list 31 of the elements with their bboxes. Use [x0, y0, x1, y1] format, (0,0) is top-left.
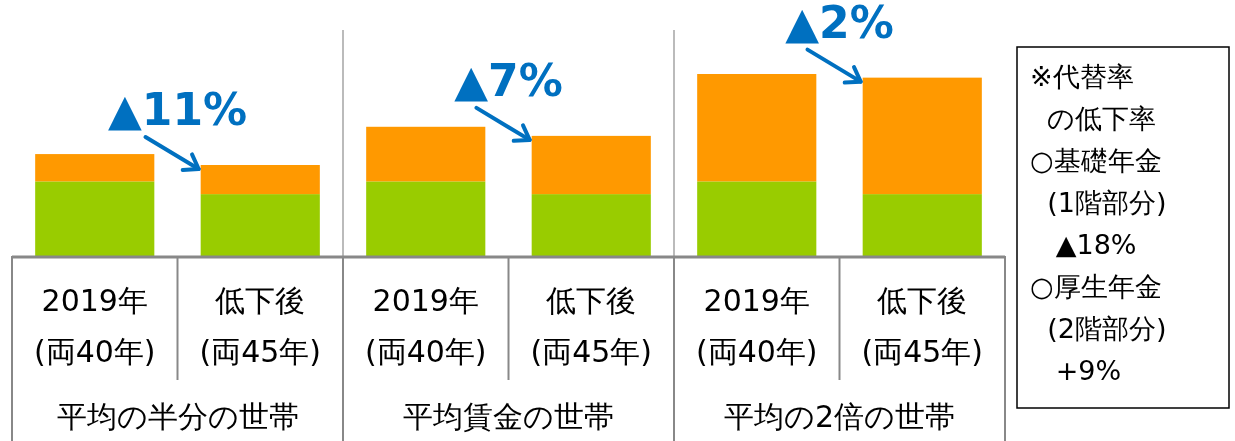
x-tick-label: 2019年 (両40年) — [33, 283, 156, 369]
x-tick-label: 低下後 (両45年) — [861, 283, 984, 369]
text: 平均賃金の世帯 — [403, 399, 614, 434]
bar — [697, 181, 817, 256]
bar — [200, 194, 320, 256]
text: 平均の半分の世帯 — [56, 399, 299, 434]
bar — [366, 126, 486, 182]
text: ▲2% — [785, 0, 894, 48]
x-tick-label: 低下後 (両45年) — [199, 283, 322, 369]
text: ○厚生年金 — [1030, 271, 1162, 302]
bar — [531, 135, 651, 195]
text: ○基礎年金 — [1030, 145, 1162, 176]
x-tick-label: 2019年 (両40年) — [695, 283, 818, 369]
text: +9% — [1030, 355, 1122, 386]
bar — [862, 77, 982, 195]
text: ※代替率 — [1030, 61, 1134, 92]
x-tick-label: 低下後 (両45年) — [530, 283, 653, 369]
text: の低下率 — [1030, 103, 1157, 134]
annotation: ▲7% — [454, 54, 563, 106]
bar — [366, 181, 486, 256]
bar — [697, 74, 817, 182]
annotation: ▲11% — [107, 84, 248, 135]
x-tick-label: 2019年 (両40年) — [364, 283, 487, 369]
text: ▲18% — [1030, 229, 1137, 260]
text: 平均の2倍の世帯 — [723, 399, 956, 434]
text: (1階部分) — [1030, 187, 1167, 218]
bar — [862, 194, 982, 256]
bar — [200, 165, 320, 195]
bar — [531, 194, 651, 256]
bar — [35, 181, 155, 256]
text: (2階部分) — [1030, 313, 1167, 344]
